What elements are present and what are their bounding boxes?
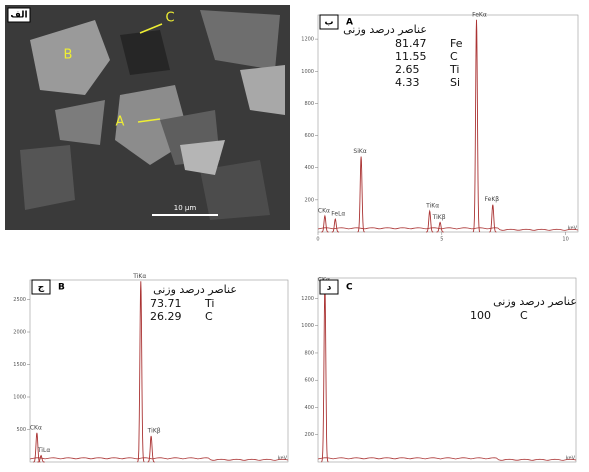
sem-label: A: [116, 115, 125, 130]
y-tick-label: 400: [304, 405, 314, 411]
spectrum-baseline: [318, 458, 576, 461]
composition-element: Si: [450, 76, 460, 89]
spectrum-peak: [321, 285, 328, 462]
composition-value: 73.71: [150, 297, 182, 310]
composition-value: 26.29: [150, 310, 182, 323]
y-tick-label: 1000: [301, 69, 314, 75]
y-tick-label: 800: [304, 101, 314, 107]
composition-element: C: [450, 50, 458, 63]
composition-element: C: [520, 309, 528, 322]
sem-image: [5, 5, 290, 230]
composition-value: 2.65: [395, 63, 420, 76]
panel-tag: د: [327, 283, 332, 293]
x-tick-label: 10: [562, 237, 568, 243]
panel-tag: الف: [10, 11, 27, 21]
peak-label: FeLα: [331, 211, 345, 218]
y-tick-label: 1500: [13, 362, 26, 368]
y-tick-label: 600: [304, 378, 314, 384]
y-tick-label: 2500: [13, 297, 26, 303]
peak-label: TiKβ: [147, 428, 161, 435]
panel-name: B: [58, 283, 65, 293]
composition-element: C: [205, 310, 213, 323]
composition-header: عناصر درصد وزنی: [153, 283, 237, 296]
sem-label: B: [64, 48, 73, 63]
scale-bar-label: 10 µm: [174, 204, 197, 212]
spectrum-peak: [437, 222, 444, 232]
peak-label: TiKβ: [432, 214, 446, 221]
peak-label: FeKα: [472, 11, 487, 18]
spectrum-peak: [332, 219, 339, 232]
x-unit: keV: [278, 456, 288, 462]
spectrum-peak: [473, 20, 480, 232]
figure: الفABC10 µm200400600800100012000510keVCK…: [0, 0, 589, 472]
composition-value: 81.47: [395, 37, 427, 50]
x-unit: keV: [568, 226, 578, 232]
y-tick-label: 800: [304, 350, 314, 356]
x-tick-label: 5: [440, 237, 443, 243]
page: الفABC10 µm200400600800100012000510keVCK…: [0, 0, 589, 472]
peak-label: TiLα: [37, 447, 50, 454]
y-tick-label: 200: [304, 432, 314, 438]
composition-header: عناصر درصد وزنی: [493, 295, 577, 308]
y-tick-label: 2000: [13, 330, 26, 336]
y-tick-label: 1200: [301, 296, 314, 302]
x-tick-label: 0: [316, 237, 319, 243]
y-tick-label: 200: [304, 197, 314, 203]
peak-label: CKα: [318, 207, 330, 214]
composition-value: 11.55: [395, 50, 427, 63]
panel-tag: ج: [38, 283, 45, 293]
y-tick-label: 600: [304, 133, 314, 139]
peak-label: TiKα: [425, 203, 439, 210]
composition-element: Ti: [449, 63, 459, 76]
spectrum-peak: [321, 216, 328, 232]
composition-header: عناصر درصد وزنی: [343, 23, 427, 36]
panel-name: C: [346, 283, 353, 293]
y-tick-label: 1000: [301, 323, 314, 329]
plot-frame: [318, 15, 578, 232]
composition-element: Ti: [204, 297, 214, 310]
x-unit: keV: [566, 456, 576, 462]
y-tick-label: 1200: [301, 37, 314, 43]
y-tick-label: 500: [16, 427, 26, 433]
y-tick-label: 1000: [13, 395, 26, 401]
peak-label: CKα: [30, 424, 42, 431]
composition-value: 4.33: [395, 76, 420, 89]
panel-tag: ب: [324, 18, 333, 28]
peak-label: TiKα: [132, 273, 146, 280]
spectrum-peak: [137, 281, 144, 462]
peak-label: SiKα: [353, 148, 366, 155]
spectrum-baseline: [30, 458, 288, 461]
y-tick-label: 400: [304, 165, 314, 171]
composition-element: Fe: [450, 37, 463, 50]
sem-label: C: [165, 11, 174, 26]
grain: [20, 145, 75, 210]
composition-value: 100: [470, 309, 491, 322]
spectrum-baseline: [318, 228, 578, 231]
peak-label: FeKβ: [485, 196, 500, 203]
spectrum-peak: [358, 157, 365, 233]
